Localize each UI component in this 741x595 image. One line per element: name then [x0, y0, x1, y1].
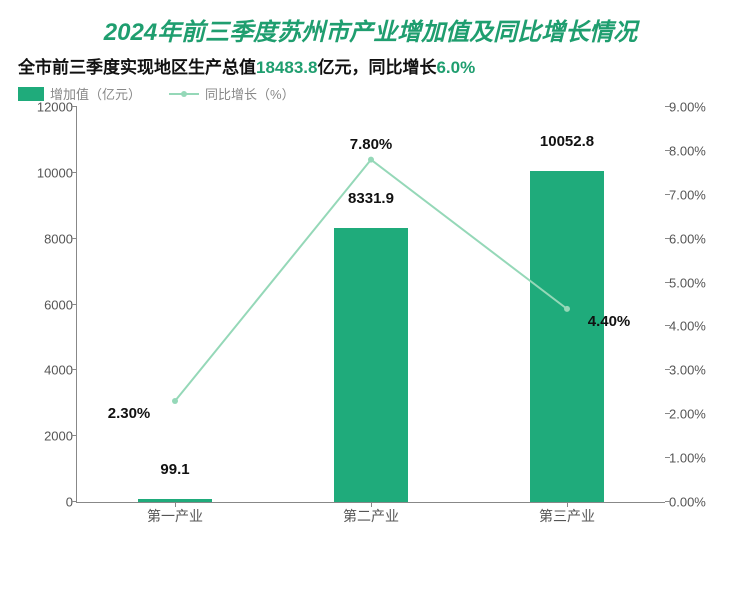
subtitle-prefix: 全市前三季度实现地区生产总值	[18, 58, 256, 77]
y-left-label: 12000	[19, 100, 73, 115]
tick-right	[665, 238, 670, 239]
y-right-label: 9.00%	[669, 100, 723, 115]
y-left-label: 6000	[19, 297, 73, 312]
y-left-label: 4000	[19, 363, 73, 378]
x-axis-label: 第三产业	[539, 506, 595, 526]
chart-title: 2024年前三季度苏州市产业增加值及同比增长情况	[14, 12, 727, 47]
y-left-label: 10000	[19, 165, 73, 180]
y-left-label: 0	[19, 495, 73, 510]
y-right-label: 8.00%	[669, 143, 723, 158]
tick-right	[665, 369, 670, 370]
y-right-label: 3.00%	[669, 363, 723, 378]
line-value-label: 4.40%	[588, 313, 631, 330]
y-right-label: 0.00%	[669, 495, 723, 510]
y-right-label: 1.00%	[669, 451, 723, 466]
line-value-label: 2.30%	[108, 405, 151, 422]
x-axis-label: 第一产业	[147, 506, 203, 526]
y-right-label: 7.00%	[669, 187, 723, 202]
legend: 增加值（亿元） 同比增长（%）	[14, 84, 727, 103]
y-left-label: 2000	[19, 429, 73, 444]
line-series	[77, 107, 665, 502]
tick-right	[665, 106, 670, 107]
y-right-label: 2.00%	[669, 407, 723, 422]
chart-subtitle: 全市前三季度实现地区生产总值18483.8亿元，同比增长6.0%	[14, 53, 727, 78]
tick-right	[665, 501, 670, 502]
y-right-label: 4.00%	[669, 319, 723, 334]
tick-right	[665, 457, 670, 458]
legend-line-swatch	[169, 93, 199, 95]
y-right-label: 6.00%	[669, 231, 723, 246]
subtitle-mid: 亿元，同比增长	[317, 58, 436, 77]
plot-inner: 0200040006000800010000120000.00%1.00%2.0…	[76, 107, 665, 503]
line-value-label: 7.80%	[350, 136, 393, 153]
legend-line-label: 同比增长（%）	[205, 84, 295, 103]
tick-right	[665, 194, 670, 195]
x-axis-label: 第二产业	[343, 506, 399, 526]
y-left-label: 8000	[19, 231, 73, 246]
tick-right	[665, 150, 670, 151]
y-right-label: 5.00%	[669, 275, 723, 290]
plot-area: 0200040006000800010000120000.00%1.00%2.0…	[76, 107, 665, 537]
subtitle-value2: 6.0%	[436, 58, 475, 77]
legend-bar-swatch	[18, 87, 44, 101]
chart-container: 2024年前三季度苏州市产业增加值及同比增长情况 全市前三季度实现地区生产总值1…	[0, 0, 741, 595]
tick-right	[665, 413, 670, 414]
tick-right	[665, 282, 670, 283]
tick-right	[665, 325, 670, 326]
subtitle-value1: 18483.8	[256, 58, 317, 77]
title-text: 2024年前三季度苏州市产业增加值及同比增长情况	[104, 19, 637, 46]
legend-item-line: 同比增长（%）	[169, 84, 295, 103]
